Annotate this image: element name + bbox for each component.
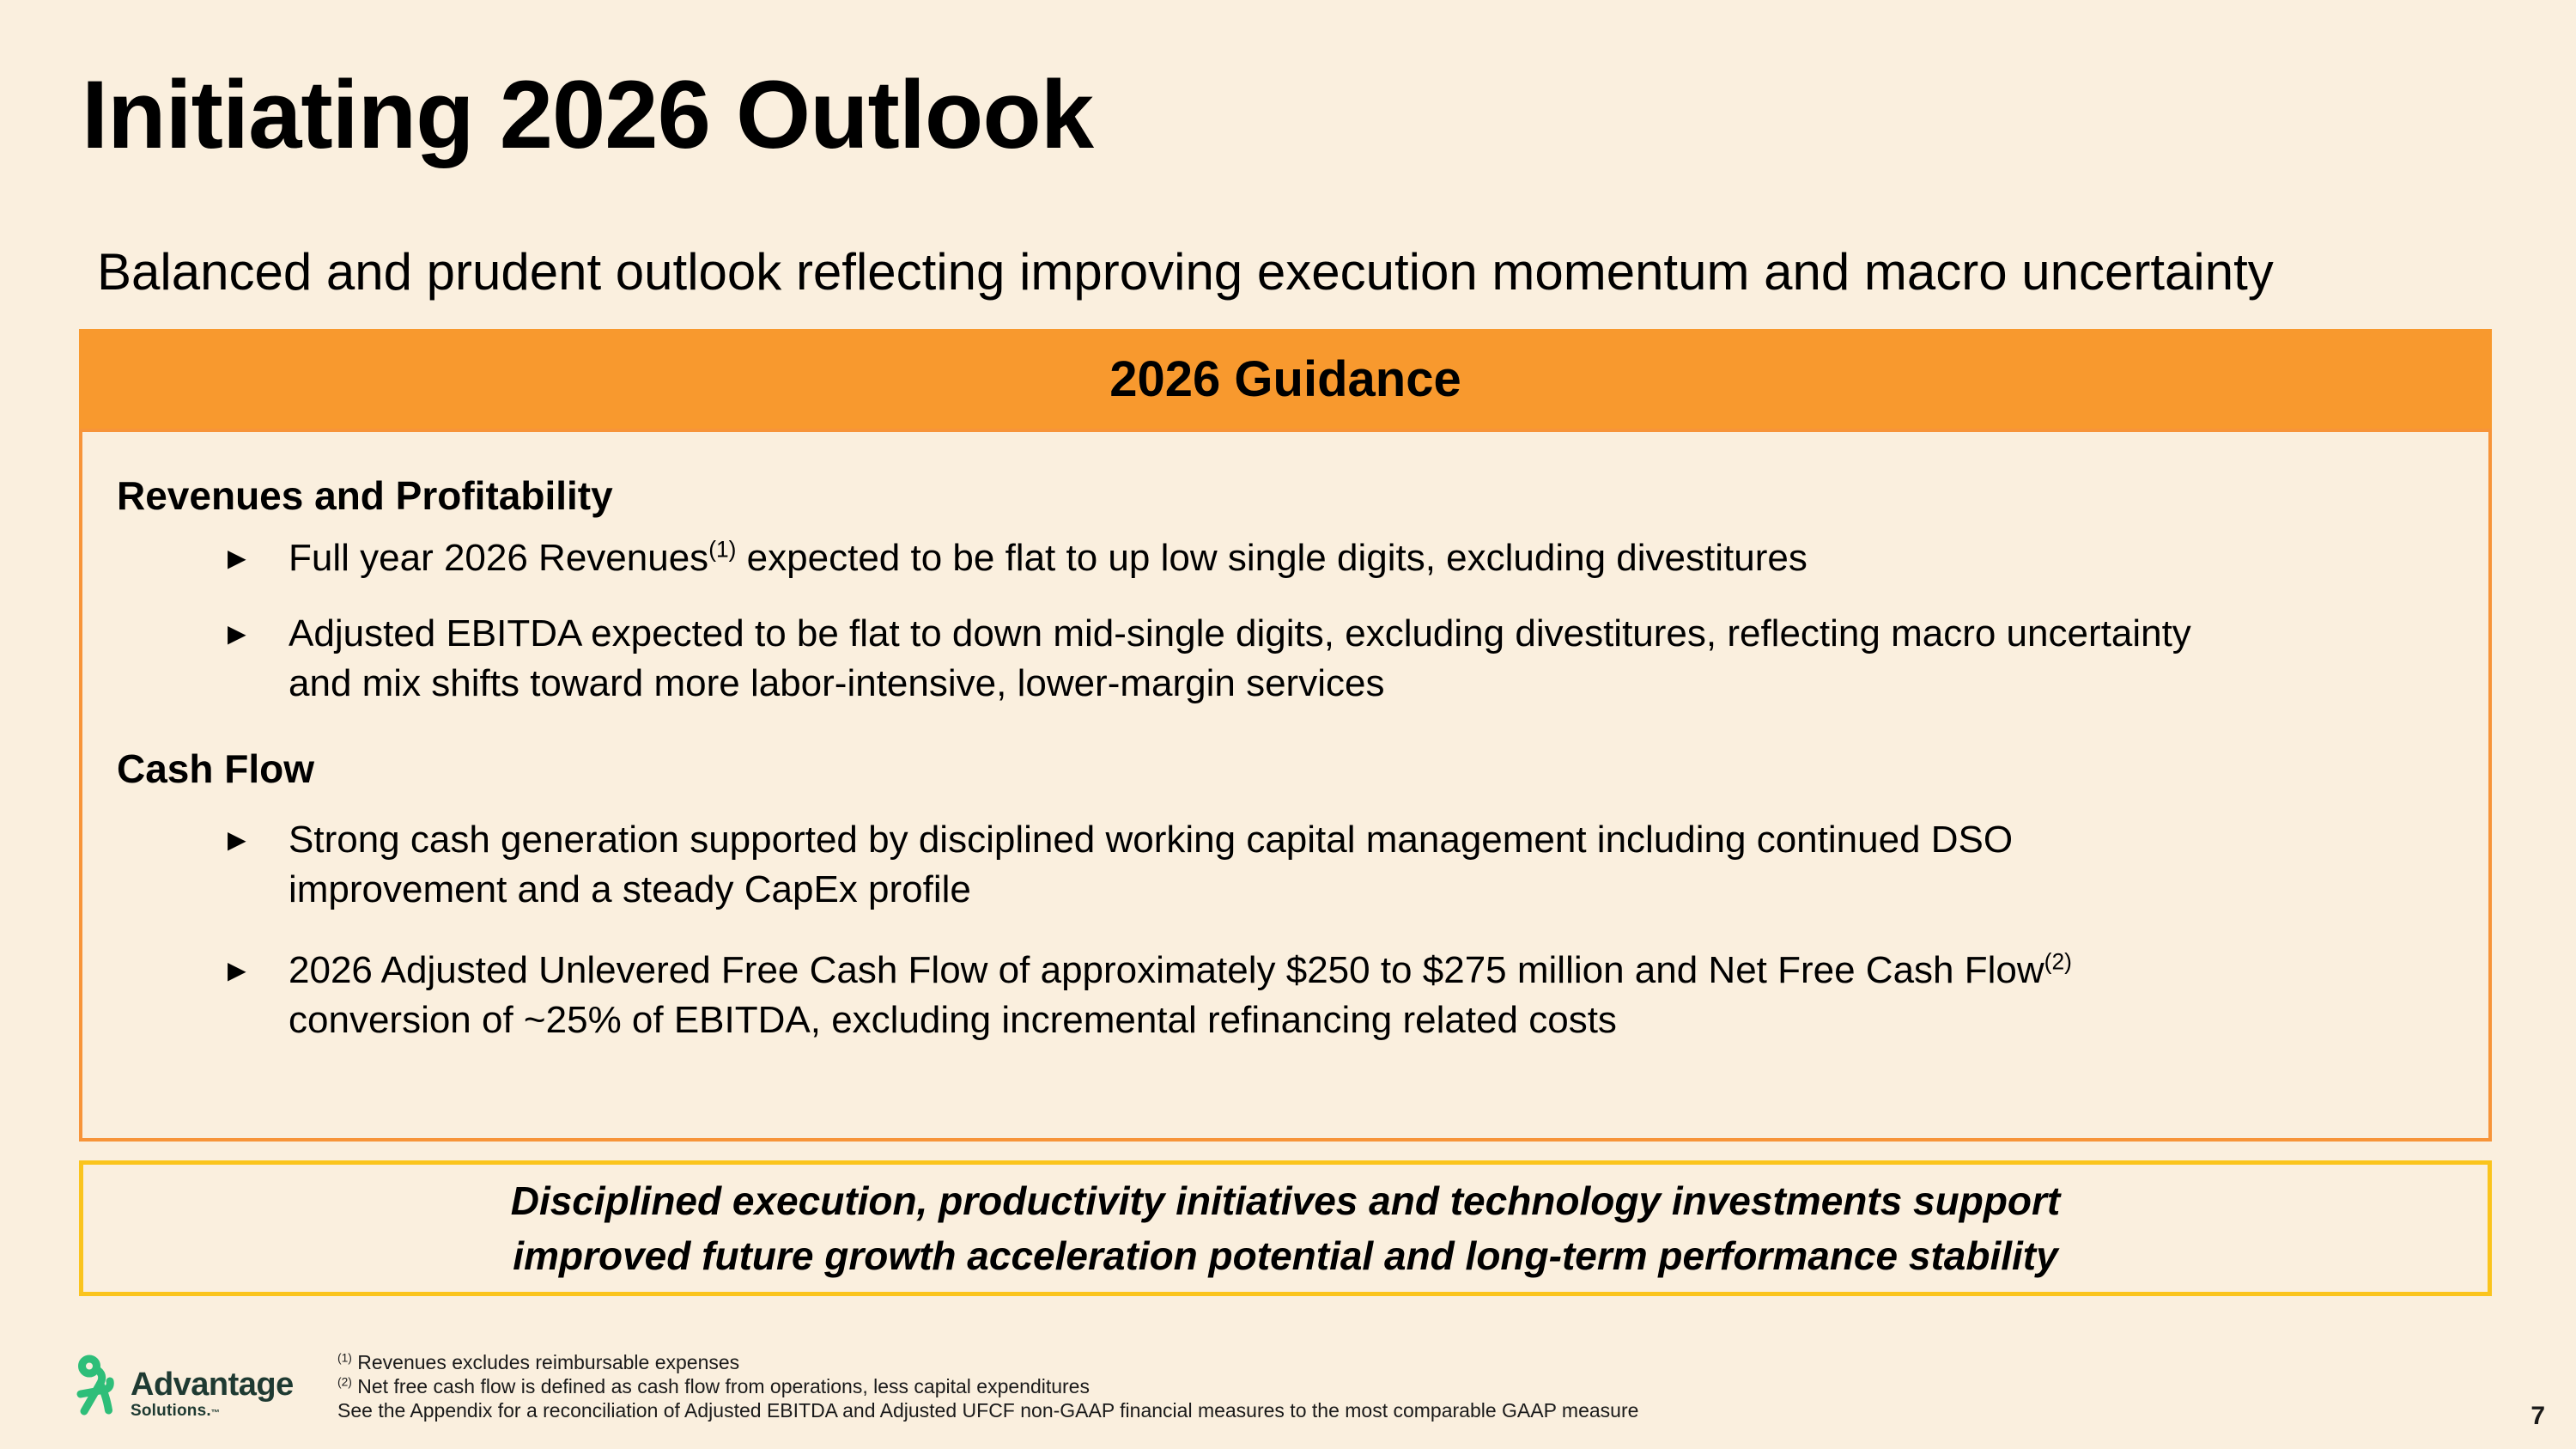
guidance-header-label: 2026 Guidance [1109, 350, 1461, 407]
revenues-bullet-list: ► Full year 2026 Revenues(1) expected to… [117, 533, 2437, 709]
footnote-text: Revenues excludes reimbursable expenses [351, 1351, 740, 1373]
bullet-item: ► Adjusted EBITDA expected to be flat to… [117, 609, 2229, 709]
footnote-sup: (1) [337, 1351, 352, 1365]
footnote-sup: (2) [337, 1375, 352, 1389]
page-title: Initiating 2026 Outlook [82, 61, 1094, 168]
cash-flow-bullet-list: ► Strong cash generation supported by di… [117, 815, 2437, 1045]
bullet-text: expected to be flat to up low single dig… [736, 537, 1807, 579]
section-heading-cash-flow: Cash Flow [117, 746, 315, 791]
bullet-triangle-icon: ► [222, 953, 252, 988]
footnote-text: See the Appendix for a reconciliation of… [337, 1399, 1639, 1422]
bullet-text: Full year 2026 Revenues [289, 537, 709, 579]
footnote-line: (1) Revenues excludes reimbursable expen… [337, 1350, 1638, 1374]
logo-figure-icon [76, 1355, 114, 1416]
advantage-solutions-logo: Advantage Solutions.™ [76, 1355, 294, 1424]
callout-line-1: Disciplined execution, productivity init… [510, 1178, 2061, 1223]
callout-line-2: improved future growth acceleration pote… [513, 1233, 2058, 1278]
logo-subname: Solutions.™ [131, 1401, 294, 1424]
slide-subtitle: Balanced and prudent outlook reflecting … [97, 243, 2274, 301]
bullet-text: 2026 Adjusted Unlevered Free Cash Flow o… [289, 949, 2044, 991]
logo-name: Advantage [131, 1367, 294, 1403]
footnote-ref-2: (2) [2044, 948, 2072, 975]
footnote-ref-1: (1) [708, 536, 737, 563]
guidance-header-banner: 2026 Guidance [79, 329, 2492, 429]
bullet-item: ► Strong cash generation supported by di… [117, 815, 2229, 915]
logo-subname-text: Solutions. [131, 1402, 211, 1420]
bullet-text: Strong cash generation supported by disc… [289, 819, 2014, 910]
bullet-text: Adjusted EBITDA expected to be flat to d… [289, 612, 2191, 704]
bullet-triangle-icon: ► [222, 616, 252, 651]
bullet-item: ► 2026 Adjusted Unlevered Free Cash Flow… [117, 946, 2229, 1045]
footnote-line: See the Appendix for a reconciliation of… [337, 1398, 1638, 1422]
footnote-line: (2) Net free cash flow is defined as cas… [337, 1374, 1638, 1398]
page-number: 7 [2530, 1402, 2545, 1430]
callout-box: Disciplined execution, productivity init… [79, 1160, 2492, 1296]
bullet-text: conversion of ~25% of EBITDA, excluding … [289, 999, 1617, 1041]
bullet-triangle-icon: ► [222, 540, 252, 575]
bullet-item: ► Full year 2026 Revenues(1) expected to… [117, 533, 2229, 583]
footnote-text: Net free cash flow is defined as cash fl… [351, 1375, 1090, 1397]
logo-wordmark: Advantage Solutions.™ [131, 1368, 294, 1424]
guidance-content-box: Revenues and Profitability ► Full year 2… [79, 429, 2492, 1142]
section-heading-revenues: Revenues and Profitability [117, 473, 613, 518]
trademark-symbol: ™ [210, 1409, 221, 1418]
footnotes-block: (1) Revenues excludes reimbursable expen… [337, 1350, 1638, 1422]
bullet-triangle-icon: ► [222, 822, 252, 857]
